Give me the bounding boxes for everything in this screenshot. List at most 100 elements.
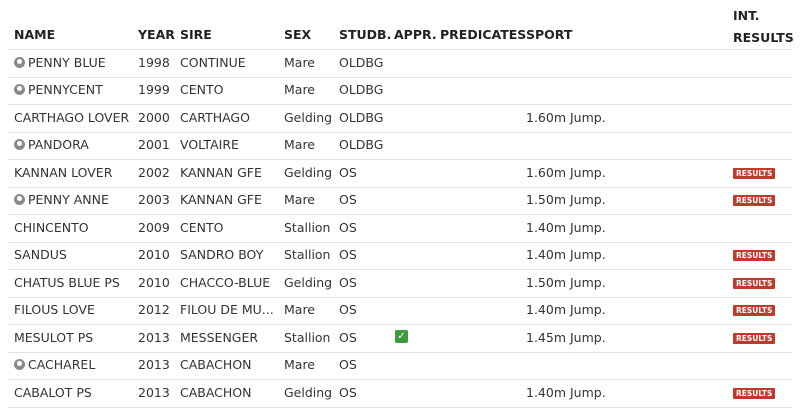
cell-year: 2013: [138, 384, 170, 400]
cell-year: 2013: [138, 329, 170, 345]
cell-sport: 1.60m Jump.: [526, 164, 606, 180]
cell-name: CHATUS BLUE PS: [14, 274, 120, 290]
row-separator: [8, 351, 792, 353]
status-icon: [14, 359, 25, 371]
cell-name: SANDUS: [14, 247, 67, 263]
cell-name: CARTHAGO LOVER: [14, 109, 130, 125]
column-header: SIRE: [180, 27, 212, 42]
results-button[interactable]: RESULTS: [733, 332, 776, 344]
cell-year: 1998: [138, 54, 170, 70]
cell-year: 2010: [138, 274, 170, 290]
cell-year: 2012: [138, 302, 170, 318]
results-button[interactable]: RESULTS: [733, 305, 776, 317]
cell-sport: 1.50m Jump.: [526, 192, 606, 208]
column-header: NAME: [14, 27, 56, 42]
cell-sex: Gelding: [284, 384, 333, 400]
cell-name: CACHAREL: [28, 357, 96, 373]
cell-sire: MESSENGER: [180, 329, 259, 345]
cell-sex: Mare: [284, 54, 315, 70]
cell-year: 2000: [138, 109, 170, 125]
cell-studbook: OS: [339, 192, 357, 208]
row-separator: [8, 241, 792, 243]
column-header: INT. RESULTS: [733, 8, 794, 45]
cell-sex: Stallion: [284, 219, 331, 235]
cell-name: KANNAN LOVER: [14, 164, 113, 180]
cell-year: 2009: [138, 219, 170, 235]
status-icon: [14, 56, 25, 68]
row-separator: [8, 269, 792, 270]
column-header: SEX: [284, 27, 312, 42]
results-button[interactable]: RESULTS: [733, 195, 776, 207]
cell-studbook: OLDBG: [339, 109, 384, 125]
column-header: SPORT: [526, 27, 573, 42]
status-icon: [14, 139, 25, 151]
column-header: STUDB.: [339, 27, 392, 42]
cell-studbook: OS: [339, 357, 357, 373]
results-button[interactable]: RESULTS: [733, 387, 776, 399]
cell-studbook: OLDBG: [339, 54, 384, 70]
cell-sire: CABACHON: [180, 384, 252, 400]
cell-name: PENNY BLUE: [28, 54, 106, 70]
cell-sport: 1.60m Jump.: [526, 109, 606, 125]
cell-sire: KANNAN GFE: [180, 164, 262, 180]
cell-sport: 1.40m Jump.: [526, 384, 606, 400]
cell-sire: VOLTAIRE: [180, 137, 239, 153]
column-header: PREDICATES: [440, 27, 527, 42]
row-separator: [8, 186, 792, 188]
cell-sex: Stallion: [284, 247, 331, 263]
row-separator: [8, 324, 792, 325]
cell-studbook: OS: [339, 164, 357, 180]
cell-sport: 1.50m Jump.: [526, 274, 606, 290]
cell-name: PENNYCENT: [28, 82, 103, 98]
cell-studbook: OS: [339, 247, 357, 263]
cell-sex: Gelding: [284, 164, 333, 180]
row-separator: [8, 296, 792, 298]
cell-sire: CONTINUE: [180, 54, 246, 70]
cell-year: 2002: [138, 164, 170, 180]
row-separator: [8, 49, 792, 50]
cell-sire: CABACHON: [180, 357, 252, 373]
cell-name: MESULOT PS: [14, 329, 94, 345]
cell-year: 2010: [138, 247, 170, 263]
status-icon: [14, 84, 25, 96]
results-button[interactable]: RESULTS: [733, 250, 776, 262]
cell-sex: Mare: [284, 192, 315, 208]
cell-name: CHINCENTO: [14, 219, 89, 235]
column-header: YEAR: [138, 27, 175, 42]
cell-sport: 1.45m Jump.: [526, 329, 606, 345]
cell-sire: CENTO: [180, 219, 224, 235]
cell-studbook: OLDBG: [339, 82, 384, 98]
status-icon: [14, 194, 25, 206]
cell-sire: CARTHAGO: [180, 109, 250, 125]
cell-studbook: OS: [339, 302, 357, 318]
row-separator: [8, 131, 792, 133]
cell-sex: Mare: [284, 137, 315, 153]
cell-year: 2003: [138, 192, 170, 208]
cell-studbook: OS: [339, 219, 357, 235]
cell-sex: Mare: [284, 302, 315, 318]
approved-check: ✓: [395, 329, 408, 343]
cell-name: FILOUS LOVE: [14, 302, 95, 318]
cell-name: PANDORA: [28, 137, 89, 153]
cell-sex: Stallion: [284, 329, 331, 345]
cell-sire: CENTO: [180, 82, 224, 98]
row-separator: [8, 104, 792, 105]
cell-sire: CHACCO-BLUE: [180, 274, 271, 290]
cell-sport: 1.40m Jump.: [526, 302, 606, 318]
results-button[interactable]: RESULTS: [733, 277, 776, 289]
cell-sex: Gelding: [284, 109, 333, 125]
cell-year: 2013: [138, 357, 170, 373]
cell-studbook: OLDBG: [339, 137, 384, 153]
cell-sport: 1.40m Jump.: [526, 219, 606, 235]
cell-year: 1999: [138, 82, 170, 98]
cell-sire: FILOU DE MU...: [180, 302, 274, 318]
results-button[interactable]: RESULTS: [733, 167, 776, 179]
cell-studbook: OS: [339, 274, 357, 290]
cell-sex: Mare: [284, 82, 315, 98]
cell-sire: SANDRO BOY: [180, 247, 264, 263]
cell-studbook: OS: [339, 384, 357, 400]
row-separator: [8, 406, 792, 408]
row-separator: [8, 159, 792, 160]
cell-name: PENNY ANNE: [28, 192, 109, 208]
